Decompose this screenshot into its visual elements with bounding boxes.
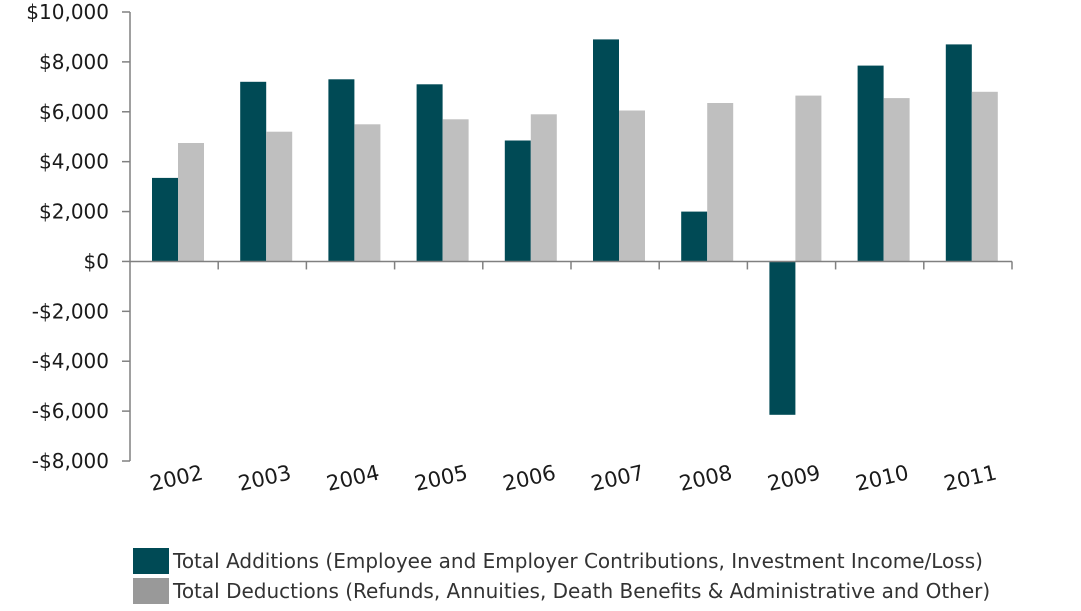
y-tick-label: -$4,000 <box>32 349 109 373</box>
bar-deductions-2004 <box>354 124 381 262</box>
x-tick-label-2006: 2006 <box>501 460 558 495</box>
bar-additions-2004 <box>328 79 355 262</box>
x-tick-label-2010: 2010 <box>853 460 910 495</box>
bar-additions-2010 <box>857 65 884 262</box>
y-tick-label: -$2,000 <box>32 299 109 323</box>
y-tick-label: -$8,000 <box>32 449 109 473</box>
axes-layer <box>129 12 1013 461</box>
bar-additions-2006 <box>504 140 531 262</box>
bar-additions-2008 <box>681 211 708 262</box>
bar-deductions-2011 <box>971 91 998 262</box>
x-tick-label-2007: 2007 <box>589 460 646 495</box>
x-tick-labels: 2002 2003 2004 2005 2006 2007 2008 2009 2010 2011 <box>148 460 999 495</box>
legend-item-deductions: Total Deductions (Refunds, Annuities, De… <box>133 576 990 606</box>
legend-label-deductions: Total Deductions (Refunds, Annuities, De… <box>173 579 991 603</box>
bar-deductions-2006 <box>530 114 557 262</box>
y-tick-label: -$6,000 <box>32 399 109 423</box>
x-tick-label-2005: 2005 <box>412 460 469 495</box>
y-tick-label: $2,000 <box>39 200 109 224</box>
y-tick-label: $4,000 <box>39 150 109 174</box>
bar-additions-2002 <box>152 177 178 262</box>
y-tick-label: $0 <box>84 249 109 273</box>
y-tick-label: $10,000 <box>26 0 109 24</box>
bar-deductions-2007 <box>619 110 645 262</box>
bar-additions-2009 <box>769 261 796 415</box>
legend-item-additions: Total Additions (Employee and Employer C… <box>133 546 990 576</box>
bar-additions-2005 <box>416 84 443 262</box>
x-tick-label-2008: 2008 <box>677 460 734 495</box>
bar-deductions-2009 <box>795 95 822 262</box>
bars-layer <box>152 39 998 415</box>
bar-deductions-2008 <box>707 103 734 262</box>
bar-additions-2011 <box>945 44 972 262</box>
x-tick-label-2004: 2004 <box>324 460 381 495</box>
bar-deductions-2003 <box>266 131 293 262</box>
bar-deductions-2005 <box>442 119 469 262</box>
x-tick-label-2009: 2009 <box>765 460 822 495</box>
legend-swatch-additions <box>133 548 169 574</box>
y-tick-label: $8,000 <box>39 50 109 74</box>
bar-deductions-2010 <box>883 98 910 262</box>
x-tick-label-2011: 2011 <box>942 460 999 495</box>
bar-additions-2007 <box>593 39 619 262</box>
legend-label-additions: Total Additions (Employee and Employer C… <box>173 549 983 573</box>
bar-additions-2003 <box>240 81 267 262</box>
legend-swatch-deductions <box>133 578 169 604</box>
y-tick-labels: $10,000 $8,000 $6,000 $4,000 $2,000 $0 -$2,000… <box>26 0 130 473</box>
bar-deductions-2002 <box>178 143 204 262</box>
x-tick-label-2002: 2002 <box>148 460 205 495</box>
x-tick-label-2003: 2003 <box>236 460 293 495</box>
y-tick-label: $6,000 <box>39 100 109 124</box>
chart: $10,000 $8,000 $6,000 $4,000 $2,000 $0 -$2,000… <box>26 0 1013 496</box>
legend: Total Additions (Employee and Employer C… <box>133 546 990 606</box>
